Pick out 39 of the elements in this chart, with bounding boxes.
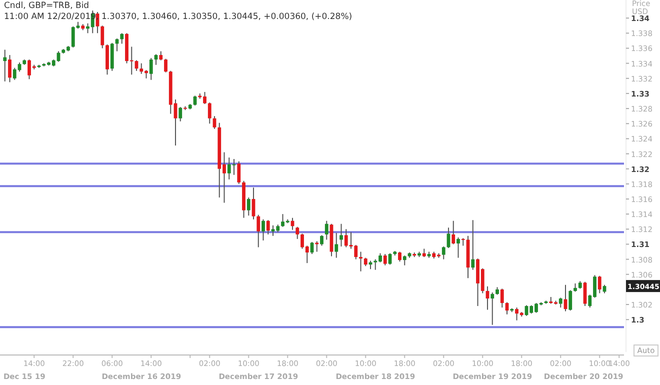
candlestick [315,240,319,252]
candlestick [383,254,387,266]
candlestick [359,251,362,272]
candlestick [452,220,456,245]
candlestick [598,275,602,294]
candlestick [568,290,572,312]
candlestick [193,95,197,106]
candlestick [100,25,104,49]
candlestick [296,226,300,240]
candlestick [310,241,314,255]
candlestick [442,246,446,260]
chart-title: Cndl, GBP=TRB, Bid [4,1,90,11]
candlestick [324,220,328,240]
candlestick [388,252,392,266]
candlestick [266,220,270,235]
candlestick [456,236,460,258]
candlestick [3,49,7,82]
candlestick [8,54,12,83]
candlestick [398,251,402,262]
candlestick [208,102,212,124]
candlestick [564,284,568,312]
candlestick [402,255,406,266]
candlestick [471,220,475,270]
candlestick [583,281,587,307]
candlestick [237,160,241,184]
candlestick [558,297,562,308]
candlestick [490,292,494,326]
candlestick [262,218,265,241]
candlestick [246,196,250,216]
candlestick [159,50,163,61]
candlestick [334,232,338,258]
candlestick [320,234,324,246]
candlestick [256,214,260,248]
candlestick [164,58,168,73]
candlestick [120,32,124,44]
candlestick [500,288,504,308]
candlestick [149,58,153,80]
candlestick [178,106,182,122]
candlestick [340,223,343,247]
